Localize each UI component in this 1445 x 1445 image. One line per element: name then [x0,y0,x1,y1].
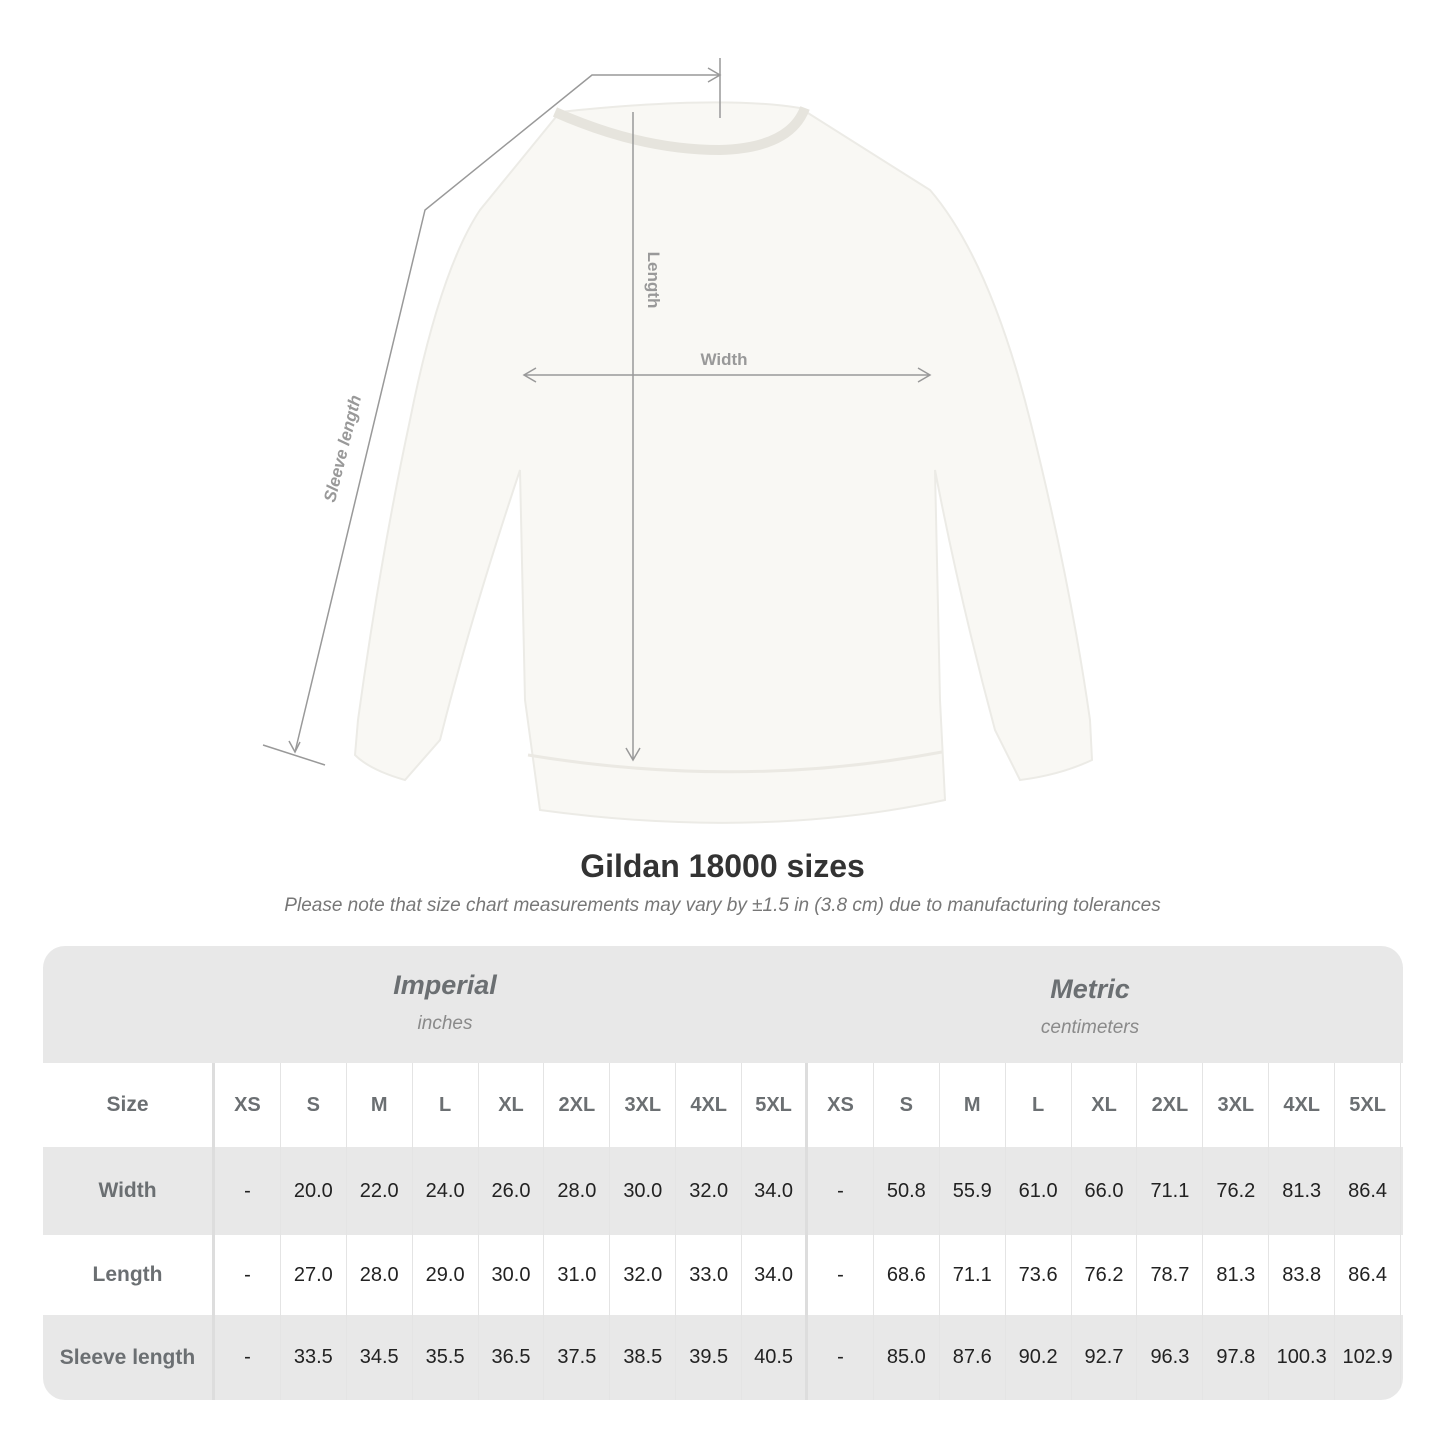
size-table: Imperial inches Metric centimeters Size X… [43,946,1403,1400]
metric-cell: 81.3 [1203,1235,1270,1315]
metric-size-header: 3XL [1203,1063,1270,1147]
imperial-cell: 38.5 [610,1315,677,1400]
metric-cell: 71.1 [940,1235,1006,1315]
metric-cell: 76.2 [1203,1147,1270,1235]
metric-cell: - [808,1315,874,1400]
row-label: Sleeve length [43,1315,215,1400]
imperial-cell: - [215,1235,281,1315]
imperial-cell: 36.5 [479,1315,545,1400]
imperial-size-header: 3XL [610,1063,677,1147]
imperial-cell: 31.0 [544,1235,611,1315]
metric-cell: 61.0 [1006,1147,1072,1235]
imperial-cell: 30.0 [610,1147,677,1235]
table-header-row: Size XS S M L XL 2XL 3XL 4XL 5XL XS S M L XL 2XL 3XL 4XL 5… [43,1063,1403,1147]
metric-cell: 90.2 [1006,1315,1072,1400]
metric-header: Metric centimeters [810,974,1370,1039]
imperial-cell: 28.0 [544,1147,611,1235]
metric-size-header: M [940,1063,1006,1147]
metric-unit: centimeters [1040,1017,1140,1038]
imperial-cell: 33.0 [676,1235,743,1315]
metric-cell: 100.3 [1269,1315,1336,1400]
metric-cell: 83.8 [1269,1235,1336,1315]
metric-cell: 71.1 [1137,1147,1204,1235]
metric-cell: 85.0 [874,1315,940,1400]
imperial-cell: 37.5 [544,1315,611,1400]
imperial-unit: inches [417,1013,473,1034]
table-row: Sleeve length -33.5 34.5 35.5 36.5 37.5 38.5 39… [43,1315,1403,1400]
imperial-cell: 22.0 [347,1147,413,1235]
imperial-cell: 24.0 [413,1147,479,1235]
metric-cell: 102.9 [1335,1315,1402,1400]
metric-cell: 78.7 [1137,1235,1204,1315]
imperial-size-header: 5XL [742,1063,809,1147]
imperial-header: Imperial inches [215,970,675,1035]
imperial-cell: 35.5 [413,1315,479,1400]
metric-cell: 68.6 [874,1235,940,1315]
imperial-cell: 26.0 [479,1147,545,1235]
imperial-size-header: 2XL [544,1063,611,1147]
measurement-lines [262,58,932,766]
page-title: Gildan 18000 sizes [580,848,865,884]
imperial-cell: - [215,1147,281,1235]
row-label: Length [43,1235,215,1315]
imperial-size-header: S [281,1063,347,1147]
tolerance-note: Please note that size chart measurements… [284,895,1161,916]
width-label: Width [700,350,747,369]
metric-size-header: XS [808,1063,874,1147]
metric-cell: 55.9 [940,1147,1006,1235]
imperial-cell: 30.0 [479,1235,545,1315]
metric-size-header: XL [1072,1063,1138,1147]
metric-size-header: L [1006,1063,1072,1147]
table-row: Width -20.0 22.0 24.0 26.0 28.0 30.0 32.0 34.0-5… [43,1147,1403,1235]
metric-size-header: 5XL [1335,1063,1402,1147]
metric-cell: 76.2 [1072,1235,1138,1315]
imperial-cell: 28.0 [347,1235,413,1315]
metric-size-header: 4XL [1269,1063,1336,1147]
length-label: Length [644,252,663,309]
metric-size-header: S [874,1063,940,1147]
metric-cell: 86.4 [1335,1147,1402,1235]
imperial-cell: 20.0 [281,1147,347,1235]
imperial-cell: 27.0 [281,1235,347,1315]
imperial-cell: 29.0 [413,1235,479,1315]
metric-size-header: 2XL [1137,1063,1204,1147]
metric-cell: - [808,1235,874,1315]
metric-title: Metric [1050,974,1130,1004]
metric-cell: 66.0 [1072,1147,1138,1235]
metric-cell: 81.3 [1269,1147,1336,1235]
metric-cell: 73.6 [1006,1235,1072,1315]
imperial-cell: 34.0 [742,1235,809,1315]
metric-cell: 87.6 [940,1315,1006,1400]
imperial-cell: 32.0 [676,1147,743,1235]
imperial-cell: - [215,1315,281,1400]
metric-cell: 92.7 [1072,1315,1138,1400]
imperial-size-header: XL [479,1063,545,1147]
imperial-cell: 40.5 [742,1315,809,1400]
imperial-cell: 34.0 [742,1147,809,1235]
imperial-cell: 32.0 [610,1235,677,1315]
imperial-cell: 34.5 [347,1315,413,1400]
row-label: Width [43,1147,215,1235]
metric-cell: 97.8 [1203,1315,1270,1400]
imperial-size-header: L [413,1063,479,1147]
unit-header-band: Imperial inches Metric centimeters [43,946,1403,1063]
table-row: Length -27.0 28.0 29.0 30.0 31.0 32.0 33.0 34.0-… [43,1235,1403,1315]
imperial-size-header: 4XL [676,1063,743,1147]
metric-cell: 50.8 [874,1147,940,1235]
imperial-title: Imperial [393,970,497,1000]
sweatshirt-diagram: Length Width Sleeve length [262,58,1094,824]
sweatshirt-image [353,101,1094,824]
metric-cell: - [808,1147,874,1235]
metric-cell: 96.3 [1137,1315,1204,1400]
imperial-size-header: M [347,1063,413,1147]
metric-cell: 86.4 [1335,1235,1402,1315]
imperial-cell: 39.5 [676,1315,743,1400]
row-label: Size [43,1063,215,1147]
imperial-cell: 33.5 [281,1315,347,1400]
imperial-size-header: XS [215,1063,281,1147]
